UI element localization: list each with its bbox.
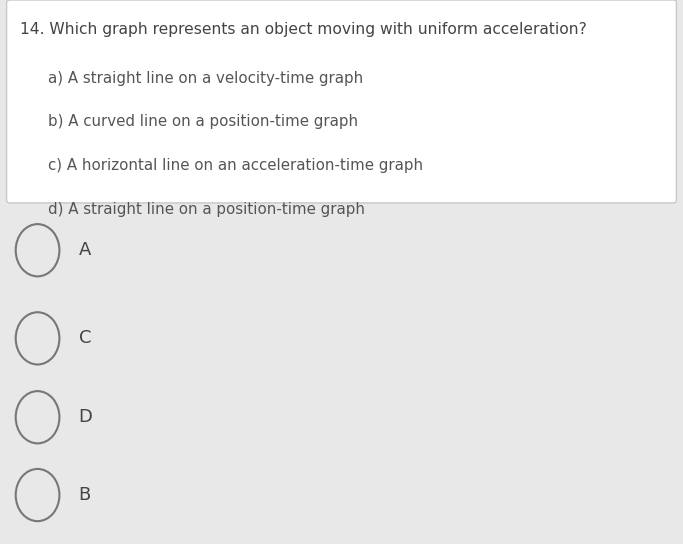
Text: b) A curved line on a position-time graph: b) A curved line on a position-time grap… — [48, 114, 358, 129]
Text: d) A straight line on a position-time graph: d) A straight line on a position-time gr… — [48, 202, 365, 218]
Text: D: D — [79, 408, 92, 426]
Text: 14. Which graph represents an object moving with uniform acceleration?: 14. Which graph represents an object mov… — [20, 22, 587, 37]
Text: A: A — [79, 241, 91, 259]
Text: a) A straight line on a velocity-time graph: a) A straight line on a velocity-time gr… — [48, 71, 363, 86]
FancyBboxPatch shape — [7, 0, 676, 203]
Text: C: C — [79, 329, 91, 348]
Text: c) A horizontal line on an acceleration-time graph: c) A horizontal line on an acceleration-… — [48, 158, 423, 173]
Text: B: B — [79, 486, 91, 504]
